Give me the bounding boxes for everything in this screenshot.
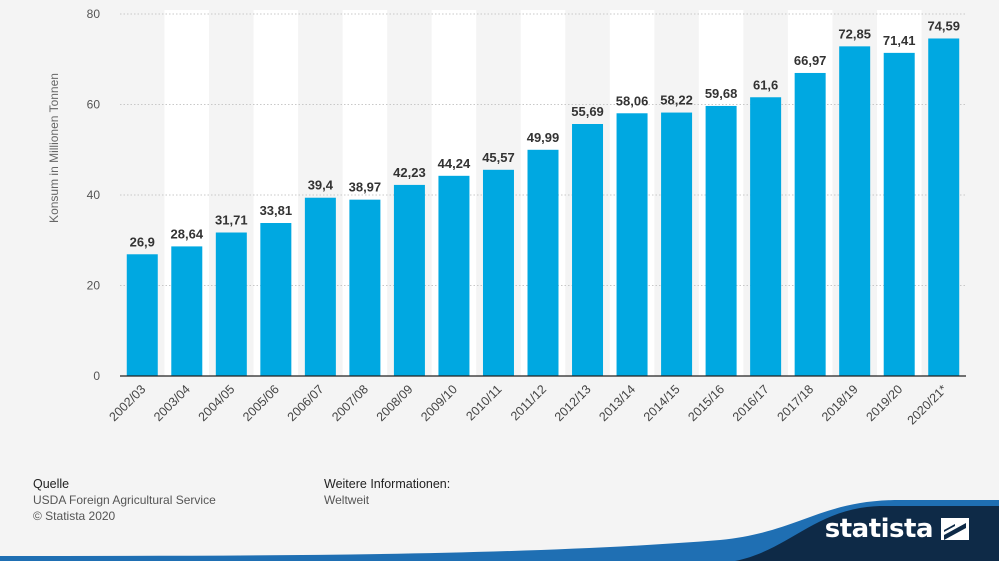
- info-text: Weltweit: [324, 493, 370, 507]
- bar[interactable]: [438, 175, 470, 376]
- x-tick-label: 2012/13: [552, 382, 594, 424]
- bar[interactable]: [572, 124, 604, 376]
- value-label: 26,9: [130, 234, 155, 249]
- bar[interactable]: [839, 46, 871, 376]
- bar[interactable]: [482, 169, 514, 376]
- bar[interactable]: [126, 254, 158, 376]
- source-heading: Quelle: [33, 477, 70, 491]
- value-label: 61,6: [753, 77, 778, 92]
- x-tick-label: 2014/15: [641, 382, 683, 424]
- bar[interactable]: [661, 112, 693, 376]
- value-label: 44,24: [438, 156, 471, 171]
- value-label: 33,81: [260, 203, 293, 218]
- x-tick-label: 2020/21*: [905, 382, 950, 427]
- info-block: Weitere Informationen: Weltweit: [324, 476, 450, 508]
- y-tick-label: 40: [87, 188, 101, 202]
- bar[interactable]: [393, 184, 425, 376]
- value-label: 39,4: [308, 178, 334, 193]
- bar[interactable]: [260, 223, 292, 376]
- source-block: Quelle USDA Foreign Agricultural Service…: [33, 476, 216, 524]
- copyright-text: © Statista 2020: [33, 509, 116, 523]
- value-label: 45,57: [482, 150, 515, 165]
- y-tick-label: 0: [93, 369, 100, 383]
- x-tick-label: 2018/19: [819, 382, 861, 424]
- y-axis-title: Konsum in Millionen Tonnen: [47, 73, 61, 223]
- bar[interactable]: [616, 113, 648, 376]
- x-tick-label: 2005/06: [240, 382, 282, 424]
- brand-band: [0, 500, 999, 561]
- value-label: 74,59: [927, 18, 960, 33]
- bar[interactable]: [705, 105, 737, 376]
- x-tick-label: 2010/11: [463, 382, 504, 423]
- x-tick-label: 2015/16: [685, 382, 727, 424]
- bar-chart: 0 20 40 60 80 Konsum in Millionen Tonnen 26,…: [47, 7, 966, 428]
- x-tick-label: 2009/10: [418, 382, 460, 424]
- y-tick-labels: 0 20 40 60 80: [87, 7, 101, 383]
- bar[interactable]: [171, 246, 203, 376]
- value-label: 31,71: [215, 213, 248, 228]
- bar[interactable]: [349, 199, 381, 376]
- value-label: 58,06: [616, 93, 649, 108]
- value-label: 66,97: [794, 53, 827, 68]
- y-tick-label: 20: [87, 279, 101, 293]
- value-label: 38,97: [349, 180, 382, 195]
- x-tick-label: 2019/20: [863, 382, 905, 424]
- bar[interactable]: [215, 232, 247, 376]
- x-tick-label: 2016/17: [730, 382, 772, 424]
- y-tick-label: 60: [87, 98, 101, 112]
- value-label: 42,23: [393, 165, 426, 180]
- value-label: 72,85: [838, 26, 871, 41]
- value-label: 71,41: [883, 33, 916, 48]
- brand-name: statista: [824, 514, 934, 544]
- x-tick-label: 2011/12: [508, 382, 549, 423]
- y-tick-label: 80: [87, 7, 101, 21]
- x-tick-label: 2007/08: [329, 382, 371, 424]
- value-label: 28,64: [171, 226, 204, 241]
- x-tick-label: 2003/04: [151, 382, 193, 424]
- bar[interactable]: [794, 72, 826, 376]
- x-tick-label: 2017/18: [774, 382, 816, 424]
- info-heading: Weitere Informationen:: [324, 477, 451, 491]
- x-tick-label: 2013/14: [596, 382, 638, 424]
- value-label: 59,68: [705, 86, 738, 101]
- bar[interactable]: [883, 52, 915, 376]
- bar[interactable]: [527, 149, 559, 376]
- bar[interactable]: [928, 38, 960, 376]
- statista-logo[interactable]: statista: [825, 514, 969, 544]
- statista-logo-icon: [941, 518, 969, 540]
- bar[interactable]: [304, 197, 336, 376]
- value-label: 58,22: [660, 93, 693, 108]
- x-tick-label: 2006/07: [285, 382, 327, 424]
- x-tick-labels: 2002/03 2003/04 2004/05 2005/06 2006/07 2007/…: [107, 382, 950, 427]
- bar[interactable]: [750, 97, 782, 376]
- source-link[interactable]: USDA Foreign Agricultural Service: [33, 493, 216, 507]
- x-tick-label: 2004/05: [196, 382, 238, 424]
- x-tick-label: 2002/03: [107, 382, 149, 424]
- x-tick-label: 2008/09: [374, 382, 416, 424]
- value-label: 55,69: [571, 104, 604, 119]
- value-labels: 26,9 28,64 31,71 33,81 39,4 38,97 42,23 44,24 45…: [130, 18, 960, 249]
- value-label: 49,99: [527, 130, 560, 145]
- bars: [126, 38, 960, 376]
